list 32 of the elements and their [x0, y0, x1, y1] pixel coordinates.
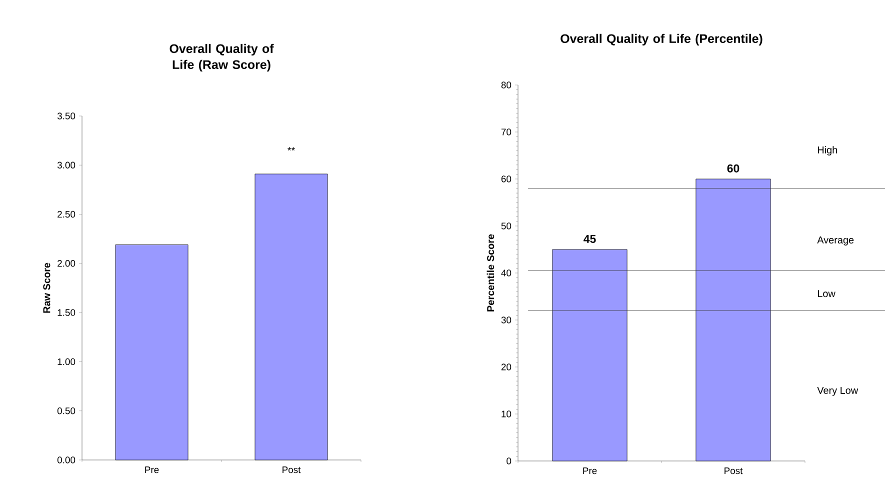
data-label: 45	[584, 234, 596, 243]
y-tick-label: 3.50	[57, 112, 76, 120]
annotation: Low	[818, 290, 836, 298]
y-tick-label: 60	[501, 176, 512, 182]
y-tick-label: 2.50	[58, 210, 76, 218]
y-axis-title: Percentile Score	[486, 234, 494, 312]
x-tick-label: Pre	[583, 468, 597, 474]
y-tick-label: 3.00	[57, 162, 76, 168]
y-tick-label: 0.00	[57, 456, 76, 464]
y-tick-label: 0.50	[57, 407, 76, 414]
y-tick-label: 1.00	[58, 358, 76, 366]
y-tick-label: 30	[501, 316, 512, 324]
annotation: High	[818, 146, 837, 156]
x-tick-label: Post	[724, 468, 743, 474]
data-label: 60	[727, 164, 740, 172]
y-tick-label: 20	[501, 364, 512, 370]
x-tick-label: Pre	[145, 466, 159, 474]
annotation: **	[288, 146, 295, 150]
y-tick-label: 0	[506, 458, 512, 464]
y-tick-label: 50	[501, 222, 512, 230]
y-tick-label: 40	[501, 270, 512, 276]
y-tick-label: 1.50	[58, 309, 76, 316]
y-tick-label: 70	[501, 128, 512, 136]
y-axis-title: Raw Score	[43, 262, 50, 313]
x-tick-label: Post	[282, 466, 301, 474]
y-tick-label: 80	[501, 82, 512, 88]
annotation: Very Low	[817, 386, 858, 396]
y-tick-label: 2.00	[58, 260, 76, 267]
chart-title: Overall Quality of Life (Raw Score)	[170, 44, 274, 72]
y-tick-label: 10	[502, 410, 512, 418]
annotation: Average	[817, 236, 854, 246]
chart-title: Overall Quality of Life (Percentile)	[560, 34, 762, 46]
